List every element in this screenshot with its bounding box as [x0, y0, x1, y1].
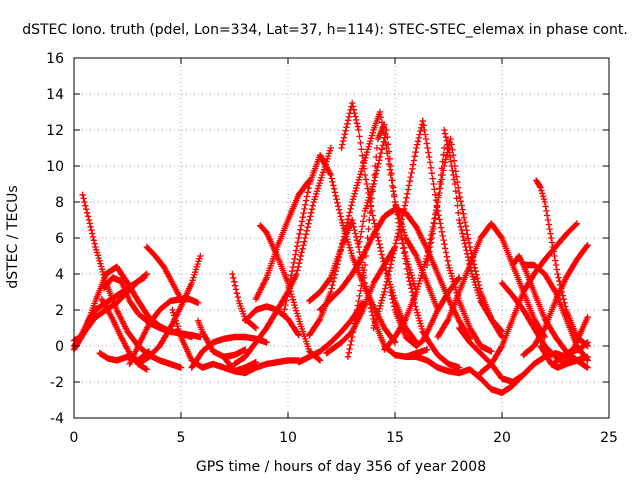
- track-markers: [419, 117, 495, 355]
- axis-ticks: 0 5 10 15 20 25 -4 -2 0 2 4 6 8 10 12 14 16: [46, 51, 618, 446]
- track-markers: [370, 117, 426, 332]
- track-series: [126, 296, 185, 368]
- track-markers: [387, 274, 463, 350]
- y-tick-label: 16: [46, 51, 64, 67]
- track-series: [135, 252, 204, 368]
- track-markers: [323, 243, 399, 357]
- x-axis-label: GPS time / hours of day 356 of year 2008: [196, 459, 486, 475]
- y-tick-label: 12: [46, 123, 64, 139]
- y-tick-label: 6: [55, 231, 64, 247]
- x-tick-label: 25: [600, 430, 618, 446]
- x-tick-label: 0: [70, 430, 79, 446]
- x-tick-label: 20: [493, 430, 511, 446]
- track-series: [387, 274, 463, 350]
- track-series: [370, 117, 426, 332]
- chart-title: dSTEC Iono. truth (pdel, Lon=334, Lat=37…: [22, 22, 628, 38]
- track-series: [323, 243, 399, 357]
- track-markers: [338, 99, 420, 346]
- track-series: [398, 234, 463, 371]
- track-markers: [126, 296, 185, 368]
- track-markers: [398, 234, 463, 371]
- track-series: [344, 121, 388, 360]
- data-series: [70, 99, 591, 396]
- track-markers: [520, 261, 591, 364]
- y-tick-label: 4: [55, 267, 64, 283]
- track-series: [550, 339, 591, 368]
- track-series: [252, 177, 313, 303]
- y-tick-label: -2: [50, 375, 64, 391]
- track-markers: [252, 177, 313, 303]
- track-series: [434, 220, 548, 341]
- y-tick-label: -4: [50, 411, 64, 427]
- x-tick-label: 10: [279, 430, 297, 446]
- track-series: [520, 242, 591, 359]
- track-markers: [434, 220, 548, 341]
- track-markers: [520, 242, 591, 359]
- track-markers: [220, 353, 302, 377]
- track-series: [338, 99, 420, 346]
- y-tick-label: 14: [46, 87, 64, 103]
- y-tick-label: 8: [55, 195, 64, 211]
- y-axis-label: dSTEC / TECUs: [5, 185, 21, 288]
- x-tick-label: 5: [177, 430, 186, 446]
- track-markers: [135, 252, 204, 368]
- x-tick-label: 15: [386, 430, 404, 446]
- y-tick-label: 10: [46, 159, 64, 175]
- track-series: [419, 117, 495, 355]
- track-markers: [344, 121, 388, 360]
- track-series: [220, 353, 302, 377]
- y-tick-label: 0: [55, 339, 64, 355]
- y-tick-label: 2: [55, 303, 64, 319]
- track-series: [520, 261, 591, 364]
- track-markers: [550, 339, 591, 368]
